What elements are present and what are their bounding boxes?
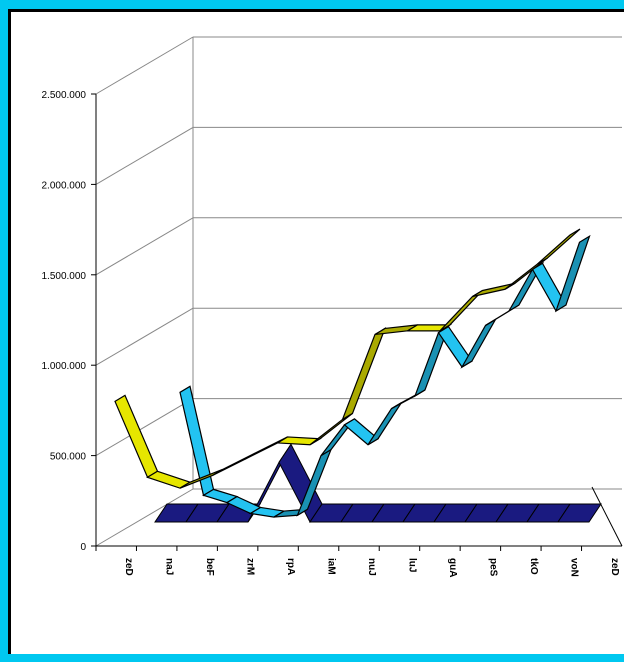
x-tick-label-text: peS (487, 558, 498, 577)
x-tick-label-text: naJ (164, 558, 175, 575)
x-tick-label: iaM (326, 558, 337, 575)
series-1-segment (554, 234, 591, 313)
x-tick-label: zeD (609, 558, 620, 576)
series-1-segment (367, 402, 403, 446)
x-tick-label: naJ (164, 558, 175, 575)
gridline-side (95, 126, 194, 185)
x-tick-label: zeD (123, 558, 134, 576)
x-tick-label-text: iaM (326, 558, 337, 575)
x-tick-label-text: zeD (123, 558, 134, 576)
x-tick-label: beF (204, 558, 215, 576)
gridline-side (95, 307, 194, 366)
gridlines (95, 36, 622, 547)
x-tick-label-text: zeD (609, 558, 620, 576)
y-tick-label: 500.000 (50, 452, 87, 463)
x-tick-label-text: zrM (245, 558, 256, 575)
x-tick-label-text: rpA (285, 558, 296, 575)
x-tick-label-text: luJ (406, 558, 417, 572)
x-tick-label-text: beF (204, 558, 215, 576)
floor-right-edge (591, 486, 623, 547)
y-tick-label: 0 (80, 542, 86, 553)
y-tick-label: 1.000.000 (42, 361, 87, 372)
gridline-side (95, 36, 194, 95)
gridline-side (95, 488, 194, 547)
x-tick-label: peS (487, 558, 498, 577)
x-tick-label-text: tkO (528, 558, 539, 575)
gridline-side (95, 398, 194, 457)
y-tick-label: 2.000.000 (42, 180, 87, 191)
series-0-segment (341, 327, 387, 421)
gridline-side (95, 217, 194, 276)
series-0-segment (439, 289, 483, 332)
x-tick-label: luJ (406, 558, 417, 572)
x-tick-label: tkO (528, 558, 539, 575)
series-2-segment (557, 503, 602, 523)
y-tick-label: 1.500.000 (42, 271, 87, 282)
series-0-segment (114, 394, 159, 479)
x-tick-label-text: guA (447, 558, 458, 577)
x-tick-label: zrM (245, 558, 256, 575)
series-0-segment (537, 228, 581, 265)
x-tick-label-text: nuJ (366, 558, 377, 576)
x-tick-label: rpA (285, 558, 296, 575)
series-1-segment (460, 317, 498, 369)
x-tick-label: nuJ (366, 558, 377, 576)
x-tick-label: voN (568, 558, 579, 577)
series-0-segment (472, 282, 516, 298)
series-1 (179, 234, 591, 518)
series-2 (154, 443, 602, 523)
y-tick-label: 2.500.000 (42, 90, 87, 101)
x-tick-label: guA (447, 558, 458, 577)
x-tick-label-text: voN (568, 558, 579, 577)
series-0 (114, 228, 581, 489)
